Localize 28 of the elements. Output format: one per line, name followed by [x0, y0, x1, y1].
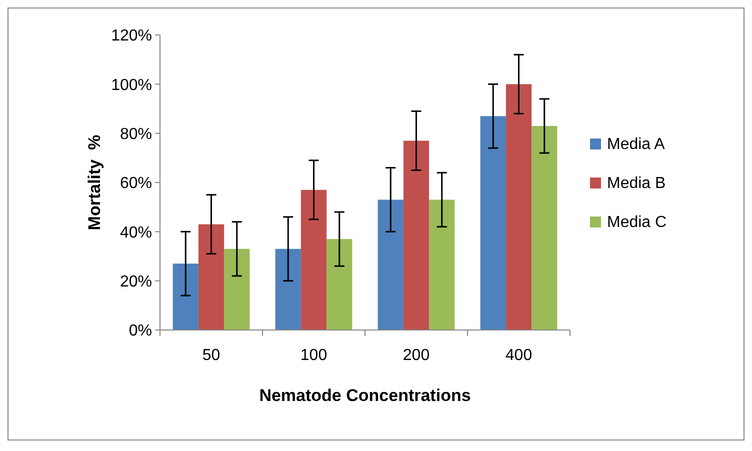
bar — [300, 190, 327, 330]
y-tick-label: 0% — [128, 322, 152, 340]
bar — [532, 126, 558, 330]
y-tick-label: 20% — [120, 273, 152, 290]
bar — [326, 239, 352, 330]
y-tick-label: 120% — [111, 28, 152, 45]
bar — [403, 140, 430, 330]
x-tick-label: 100 — [300, 347, 328, 364]
bar — [429, 200, 455, 330]
bar — [480, 116, 506, 330]
x-axis-title: Nematode Concentrations — [259, 386, 471, 405]
y-tick-label: 40% — [120, 224, 152, 242]
bar — [224, 248, 250, 330]
x-tick-label: 400 — [505, 347, 532, 364]
bar — [506, 84, 532, 330]
y-tick-label: 80% — [120, 126, 152, 143]
legend-label: Media C — [607, 214, 667, 232]
y-tick-label: 100% — [111, 76, 152, 94]
y-axis-title: Mortality % — [85, 134, 104, 230]
x-tick-label: 50 — [202, 347, 220, 364]
legend-label: Media B — [607, 175, 666, 192]
y-tick-label: 60% — [120, 175, 152, 192]
bar — [275, 248, 301, 330]
legend-label: Media A — [607, 136, 666, 154]
x-tick-label: 200 — [402, 347, 430, 364]
bar — [172, 264, 198, 330]
bar — [378, 200, 404, 330]
bar — [198, 224, 224, 330]
